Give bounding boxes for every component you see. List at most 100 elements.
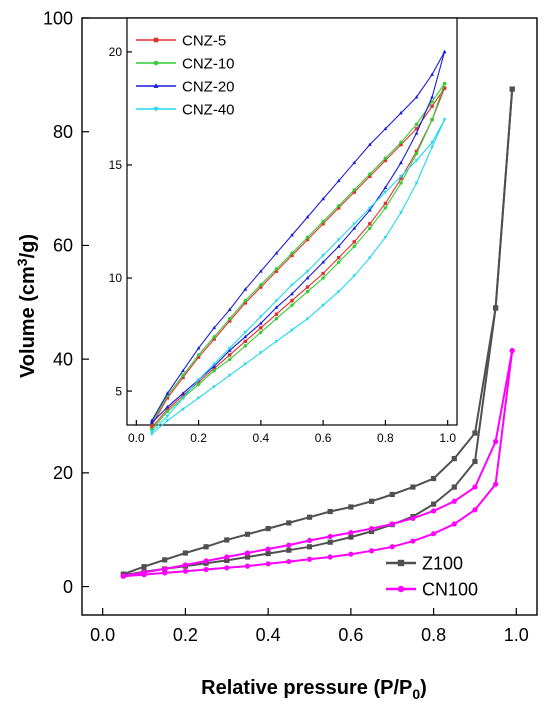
point-cn100-desorption-0 <box>509 348 515 354</box>
legend-label: CN100 <box>422 579 478 599</box>
point-cnz-5-desorption-16 <box>196 355 201 359</box>
point-cnz-10-adsorption-4 <box>212 369 216 373</box>
point-cnz-10-desorption-14 <box>228 317 232 321</box>
point-cnz-10-desorption-2 <box>414 122 419 126</box>
point-cnz-10-desorption-5 <box>368 172 372 176</box>
point-cnz-10-desorption-6 <box>352 188 356 192</box>
point-cn100-adsorption-15 <box>430 531 437 537</box>
point-cnz-10-desorption-0 <box>442 81 447 86</box>
y-tick-label: 20 <box>53 463 73 483</box>
inset-y-ticks: 5 10 15 20 <box>109 45 132 398</box>
point-cnz-5-desorption-19 <box>150 423 154 427</box>
point-cnz-40-desorption-1 <box>430 141 434 145</box>
point-cn100-adsorption-11 <box>348 551 354 557</box>
y-tick-label: 40 <box>53 349 73 369</box>
x-tick-label: 0.0 <box>128 431 145 445</box>
point-cnz-5-desorption-13 <box>243 301 248 305</box>
point-cnz-5-adsorption-1 <box>165 407 170 411</box>
point-z100-desorption-14 <box>224 537 230 543</box>
point-cnz-40-adsorption-7 <box>258 351 263 355</box>
point-cnz-20-desorption-8 <box>321 196 326 201</box>
point-cnz-10-adsorption-7 <box>259 330 263 334</box>
point-cnz-20-adsorption-2 <box>181 391 185 395</box>
point-cnz-5-desorption-4 <box>383 158 388 163</box>
x-tick-label: 0.2 <box>173 625 198 645</box>
point-cnz-20-desorption-13 <box>243 287 248 291</box>
x-axis-title: Relative pressure (P/P0) <box>201 677 427 702</box>
legend-swatch-marker <box>153 107 159 112</box>
legend-label: CNZ-5 <box>182 32 226 49</box>
point-cnz-40-adsorption-2 <box>181 407 185 412</box>
point-z100-desorption-15 <box>203 544 209 550</box>
point-z100-desorption-0 <box>509 86 515 92</box>
point-cnz-20-desorption-11 <box>274 251 279 255</box>
inset-x-ticks: 0.0 0.2 0.4 0.6 0.8 1.0 <box>128 420 456 445</box>
x-tick-label: 0.4 <box>256 625 281 645</box>
point-cnz-40-desorption-0 <box>442 118 447 122</box>
inset-plot-frame <box>126 17 458 426</box>
point-z100-desorption-9 <box>327 508 333 515</box>
legend-label: CNZ-40 <box>182 101 235 118</box>
point-cnz-20-desorption-9 <box>305 214 310 219</box>
point-cnz-20-desorption-5 <box>367 142 372 146</box>
x-tick-label: 0.6 <box>315 431 332 445</box>
line-cn100-adsorption <box>123 350 514 578</box>
point-cnz-5-adsorption-14 <box>368 222 372 226</box>
point-cn100-adsorption-2 <box>162 570 168 576</box>
line-cn100-desorption <box>123 350 514 577</box>
point-cn100-desorption-5 <box>410 515 416 521</box>
y-tick-label: 20 <box>109 45 123 59</box>
point-z100-desorption-8 <box>348 504 354 510</box>
x-axis-title-main: Relative pressure (P/P <box>201 677 412 699</box>
x-tick-label: 0.0 <box>90 625 115 645</box>
series-cnz-10 <box>150 81 447 432</box>
point-cnz-10-desorption-8 <box>321 219 325 224</box>
series-cn100 <box>120 348 515 579</box>
point-cnz-5-desorption-8 <box>321 222 325 226</box>
point-cn100-desorption-1 <box>493 438 499 445</box>
point-z100-desorption-11 <box>286 520 292 526</box>
legend-label: CNZ-10 <box>182 55 235 72</box>
point-z100-adsorption-8 <box>286 547 292 553</box>
point-cnz-10-desorption-7 <box>336 203 341 208</box>
point-z100-desorption-16 <box>182 550 189 556</box>
x-axis-title-subscript: 0 <box>412 686 420 702</box>
line-cnz-5-adsorption <box>151 87 446 428</box>
point-cnz-20-desorption-18 <box>165 391 170 395</box>
point-cnz-40-adsorption-18 <box>430 145 434 149</box>
point-cnz-5-adsorption-4 <box>212 366 216 371</box>
point-cnz-5-desorption-9 <box>305 237 310 242</box>
point-cnz-5-adsorption-13 <box>352 240 356 244</box>
point-cn100-adsorption-5 <box>224 565 230 571</box>
point-cn100-adsorption-8 <box>286 558 292 565</box>
point-z100-desorption-2 <box>472 430 478 436</box>
point-cnz-20-adsorption-7 <box>258 321 263 325</box>
point-z100-desorption-13 <box>244 531 251 537</box>
point-cnz-40-adsorption-14 <box>367 256 372 260</box>
point-cnz-10-adsorption-5 <box>228 357 232 362</box>
main-legend: Z100 CN100 <box>386 553 478 599</box>
point-z100-desorption-5 <box>410 484 416 490</box>
point-cnz-5-adsorption-3 <box>196 380 201 384</box>
legend-swatch-marker <box>153 83 159 88</box>
point-cnz-10-adsorption-1 <box>165 409 170 414</box>
point-cnz-40-desorption-6 <box>352 222 357 226</box>
point-cn100-adsorption-10 <box>327 554 333 560</box>
legend-item-z100: Z100 <box>386 553 463 573</box>
point-cnz-40-adsorption-15 <box>383 235 388 240</box>
point-z100-desorption-18 <box>141 564 147 570</box>
x-tick-label: 1.0 <box>439 431 456 445</box>
main-x-ticks: 0.0 0.2 0.4 0.6 0.8 1.0 <box>90 608 529 645</box>
line-cnz-5-desorption <box>151 87 445 426</box>
line-cnz-40-desorption <box>151 119 445 433</box>
legend-item-cn100: CN100 <box>386 579 478 599</box>
legend-item-cnz-10: CNZ-10 <box>136 55 235 72</box>
point-z100-adsorption-16 <box>451 484 457 490</box>
point-cn100-desorption-4 <box>430 508 437 514</box>
point-cnz-40-desorption-11 <box>274 299 279 303</box>
legend-swatch-marker <box>397 559 405 567</box>
point-cnz-10-adsorption-17 <box>414 151 419 156</box>
y-axis-title-superscript: 3 <box>14 258 30 266</box>
